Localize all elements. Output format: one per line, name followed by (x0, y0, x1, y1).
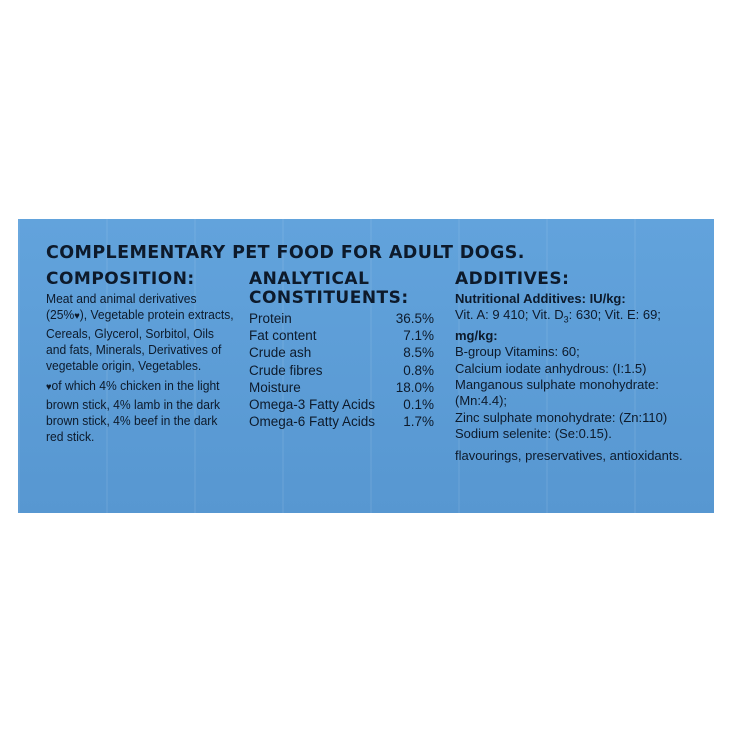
vitamins-line: Vit. A: 9 410; Vit. D3: 630; Vit. E: 69; (455, 307, 705, 328)
additive-line: Manganous sulphate monohydrate: (455, 377, 659, 393)
heart-icon: ♥ (74, 311, 80, 323)
additive-line: Calcium iodate anhydrous: (I:1.5) (455, 360, 647, 376)
additive-line: B-group Vitamins: 60; (455, 344, 580, 360)
table-row: Crude fibres 0.8% (249, 362, 434, 379)
constituent-value: 7.1% (403, 328, 434, 344)
constituent-name: Crude fibres (249, 362, 323, 378)
additives-heading: ADDITIVES: (455, 269, 570, 289)
analytical-section: ANALYTICAL CONSTITUENTS: Protein 36.5% Fa… (249, 270, 435, 430)
composition-text-part1: Meat and animal derivatives (25% (46, 291, 197, 323)
constituent-value: 36.5% (395, 311, 434, 326)
table-row: Fat content 7.1% (249, 327, 434, 344)
label-title: COMPLEMENTARY PET FOOD FOR ADULT DOGS. (46, 243, 525, 263)
composition-text: Meat and animal derivatives (25%♥), Vege… (46, 291, 237, 374)
constituent-value: 1.7% (403, 414, 434, 430)
analytical-heading-line1: ANALYTICAL (249, 269, 370, 289)
composition-section: COMPOSITION: Meat and animal derivatives… (46, 270, 238, 446)
constituent-value: 18.0% (395, 379, 434, 395)
constituent-name: Crude ash (249, 345, 312, 361)
vitamin-d-subscript: 3 (563, 314, 569, 325)
table-row: Omega-6 Fatty Acids 1.7% (249, 413, 434, 430)
analytical-heading: ANALYTICAL CONSTITUENTS: (249, 270, 435, 308)
constituent-value: 0.1% (403, 397, 434, 413)
table-row: Protein 36.5% (249, 310, 434, 327)
constituents-table: Protein 36.5% Fat content 7.1% Crude ash 8.… (249, 310, 434, 430)
constituent-name: Protein (249, 311, 292, 326)
additives-section: ADDITIVES: Nutritional Additives: IU/kg:… (455, 270, 705, 465)
constituent-name: Omega-3 Fatty Acids (249, 397, 376, 413)
composition-note: ♥of which 4% chicken in the light brown … (46, 378, 237, 445)
vitamins-text-suffix: : 630; Vit. E: 69; (568, 307, 661, 323)
product-label-panel: COMPLEMENTARY PET FOOD FOR ADULT DOGS. C… (18, 219, 714, 513)
additives-footer: flavourings, preservatives, antioxidants… (455, 448, 683, 464)
composition-heading: COMPOSITION: (46, 269, 195, 289)
additive-line: (Mn:4.4); (455, 393, 508, 409)
composition-text-part2: ), Vegetable protein extracts, Cereals, … (46, 307, 234, 374)
vitamins-text: Vit. A: 9 410; Vit. D (455, 307, 564, 323)
heart-icon: ♥ (46, 382, 52, 394)
constituent-name: Moisture (249, 379, 301, 395)
additive-line: Zinc sulphate monohydrate: (Zn:110) (455, 409, 668, 425)
table-row: Crude ash 8.5% (249, 344, 434, 361)
constituent-name: Omega-6 Fatty Acids (249, 414, 376, 430)
nutritional-additives-heading: Nutritional Additives: IU/kg: (455, 291, 626, 306)
constituent-value: 8.5% (403, 345, 434, 361)
mgkg-heading: mg/kg: (455, 328, 498, 344)
constituent-name: Fat content (249, 328, 317, 344)
composition-note-text: of which 4% chicken in the light brown s… (46, 378, 221, 445)
additive-line: Sodium selenite: (Se:0.15). (455, 425, 612, 441)
table-row: Moisture 18.0% (249, 379, 434, 396)
constituent-value: 0.8% (403, 362, 434, 378)
analytical-heading-line2: CONSTITUENTS: (249, 288, 409, 308)
table-row: Omega-3 Fatty Acids 0.1% (249, 396, 434, 413)
